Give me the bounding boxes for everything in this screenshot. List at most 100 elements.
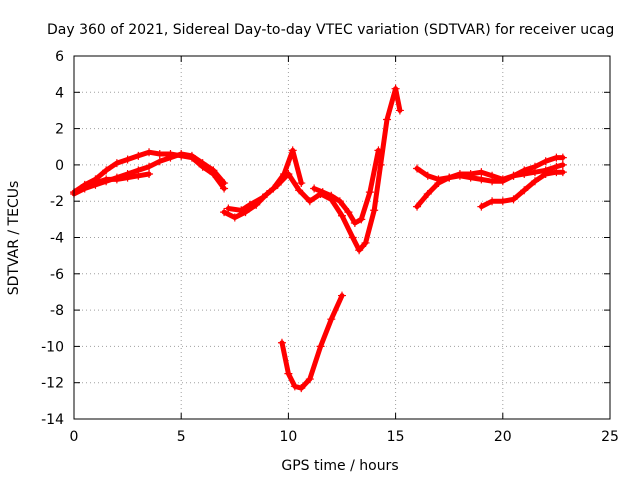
- data-point-marker: [413, 202, 422, 211]
- data-point-marker: [166, 153, 175, 162]
- y-tick-label: -14: [41, 412, 64, 428]
- y-tick-label: -4: [50, 231, 64, 247]
- y-tick-label: -12: [41, 376, 64, 392]
- data-point-marker: [520, 169, 529, 178]
- data-point-marker: [305, 197, 314, 206]
- y-tick-label: -6: [50, 267, 64, 283]
- data-point-marker: [220, 179, 229, 188]
- data-series: [70, 84, 567, 393]
- y-tick-label: -8: [50, 303, 64, 319]
- data-point-marker: [395, 106, 404, 115]
- x-tick-label: 20: [494, 429, 512, 445]
- data-point-marker: [123, 155, 132, 164]
- data-point-marker: [383, 115, 392, 124]
- data-point-marker: [370, 206, 379, 215]
- data-point-marker: [357, 215, 366, 224]
- data-point-marker: [209, 166, 218, 175]
- chart-title: Day 360 of 2021, Sidereal Day-to-day VTE…: [47, 22, 614, 38]
- data-point-marker: [277, 338, 286, 347]
- data-point-marker: [423, 189, 432, 198]
- data-point-marker: [145, 162, 154, 171]
- data-point-marker: [477, 168, 486, 177]
- data-point-marker: [112, 159, 121, 168]
- data-point-marker: [145, 148, 154, 157]
- y-tick-label: 0: [55, 158, 64, 174]
- y-tick-label: 4: [55, 85, 64, 101]
- x-tick-label: 5: [177, 429, 186, 445]
- x-axis-label: GPS time / hours: [281, 458, 398, 474]
- data-point-marker: [498, 197, 507, 206]
- series-trace: [279, 293, 345, 391]
- data-point-marker: [338, 291, 346, 300]
- data-point-marker: [290, 382, 299, 391]
- data-point-marker: [488, 197, 497, 206]
- series-trace: [225, 147, 304, 213]
- data-point-marker: [187, 151, 196, 160]
- data-point-marker: [413, 164, 422, 173]
- data-point-marker: [220, 208, 229, 217]
- data-point-marker: [391, 84, 400, 93]
- data-point-marker: [509, 195, 518, 204]
- series-track-j: [477, 168, 567, 211]
- data-point-marker: [245, 200, 254, 209]
- y-tick-label: -10: [41, 339, 64, 355]
- y-axis-label: SDTVAR / TECUs: [6, 181, 22, 296]
- data-point-marker: [134, 151, 143, 160]
- data-point-marker: [541, 169, 550, 178]
- data-point-marker: [344, 208, 353, 217]
- data-point-marker: [102, 166, 111, 175]
- data-point-marker: [327, 191, 336, 200]
- data-point-marker: [423, 171, 432, 180]
- data-point-marker: [102, 175, 111, 184]
- series-track-f: [310, 146, 383, 227]
- tick-labels: 0 5 10 15 20 25 -14 -12 -10 -8 -6 -4 -2 0 2 4 6: [41, 49, 619, 445]
- data-point-marker: [335, 197, 344, 206]
- y-tick-label: 2: [55, 122, 64, 138]
- series-track-c: [91, 169, 154, 188]
- data-point-marker: [318, 188, 327, 197]
- data-point-marker: [288, 146, 297, 155]
- data-point-marker: [361, 238, 370, 247]
- data-point-marker: [80, 184, 89, 193]
- data-point-marker: [509, 171, 518, 180]
- data-point-marker: [134, 171, 143, 180]
- data-point-marker: [91, 179, 100, 188]
- data-point-marker: [280, 169, 289, 178]
- data-point-marker: [327, 315, 336, 324]
- series-track-i: [413, 160, 567, 211]
- data-point-marker: [520, 186, 529, 195]
- data-point-marker: [558, 153, 567, 162]
- data-point-marker: [350, 218, 359, 227]
- data-point-marker: [284, 369, 293, 378]
- y-tick-label: 6: [55, 49, 64, 65]
- data-point-marker: [455, 169, 464, 178]
- data-point-marker: [305, 375, 314, 384]
- data-point-marker: [365, 188, 374, 197]
- data-point-marker: [355, 246, 364, 255]
- data-point-marker: [316, 342, 325, 351]
- data-point-marker: [477, 175, 486, 184]
- y-tick-label: -2: [50, 194, 64, 210]
- data-point-marker: [258, 193, 267, 202]
- x-tick-label: 25: [601, 429, 619, 445]
- data-point-marker: [445, 173, 454, 182]
- data-point-marker: [434, 179, 443, 188]
- data-point-marker: [498, 175, 507, 184]
- data-point-marker: [466, 169, 475, 178]
- data-point-marker: [224, 204, 233, 213]
- data-point-marker: [155, 157, 164, 166]
- data-point-marker: [237, 206, 246, 215]
- data-point-marker: [310, 184, 319, 193]
- data-point-marker: [112, 175, 121, 184]
- data-point-marker: [541, 157, 550, 166]
- data-point-marker: [295, 186, 304, 195]
- data-point-marker: [374, 146, 383, 155]
- data-point-marker: [198, 159, 207, 168]
- data-point-marker: [297, 179, 306, 188]
- data-point-marker: [155, 150, 164, 159]
- series-track-g: [277, 291, 346, 393]
- data-point-marker: [348, 233, 357, 242]
- plot-frame: [73, 55, 611, 420]
- data-point-marker: [530, 177, 539, 186]
